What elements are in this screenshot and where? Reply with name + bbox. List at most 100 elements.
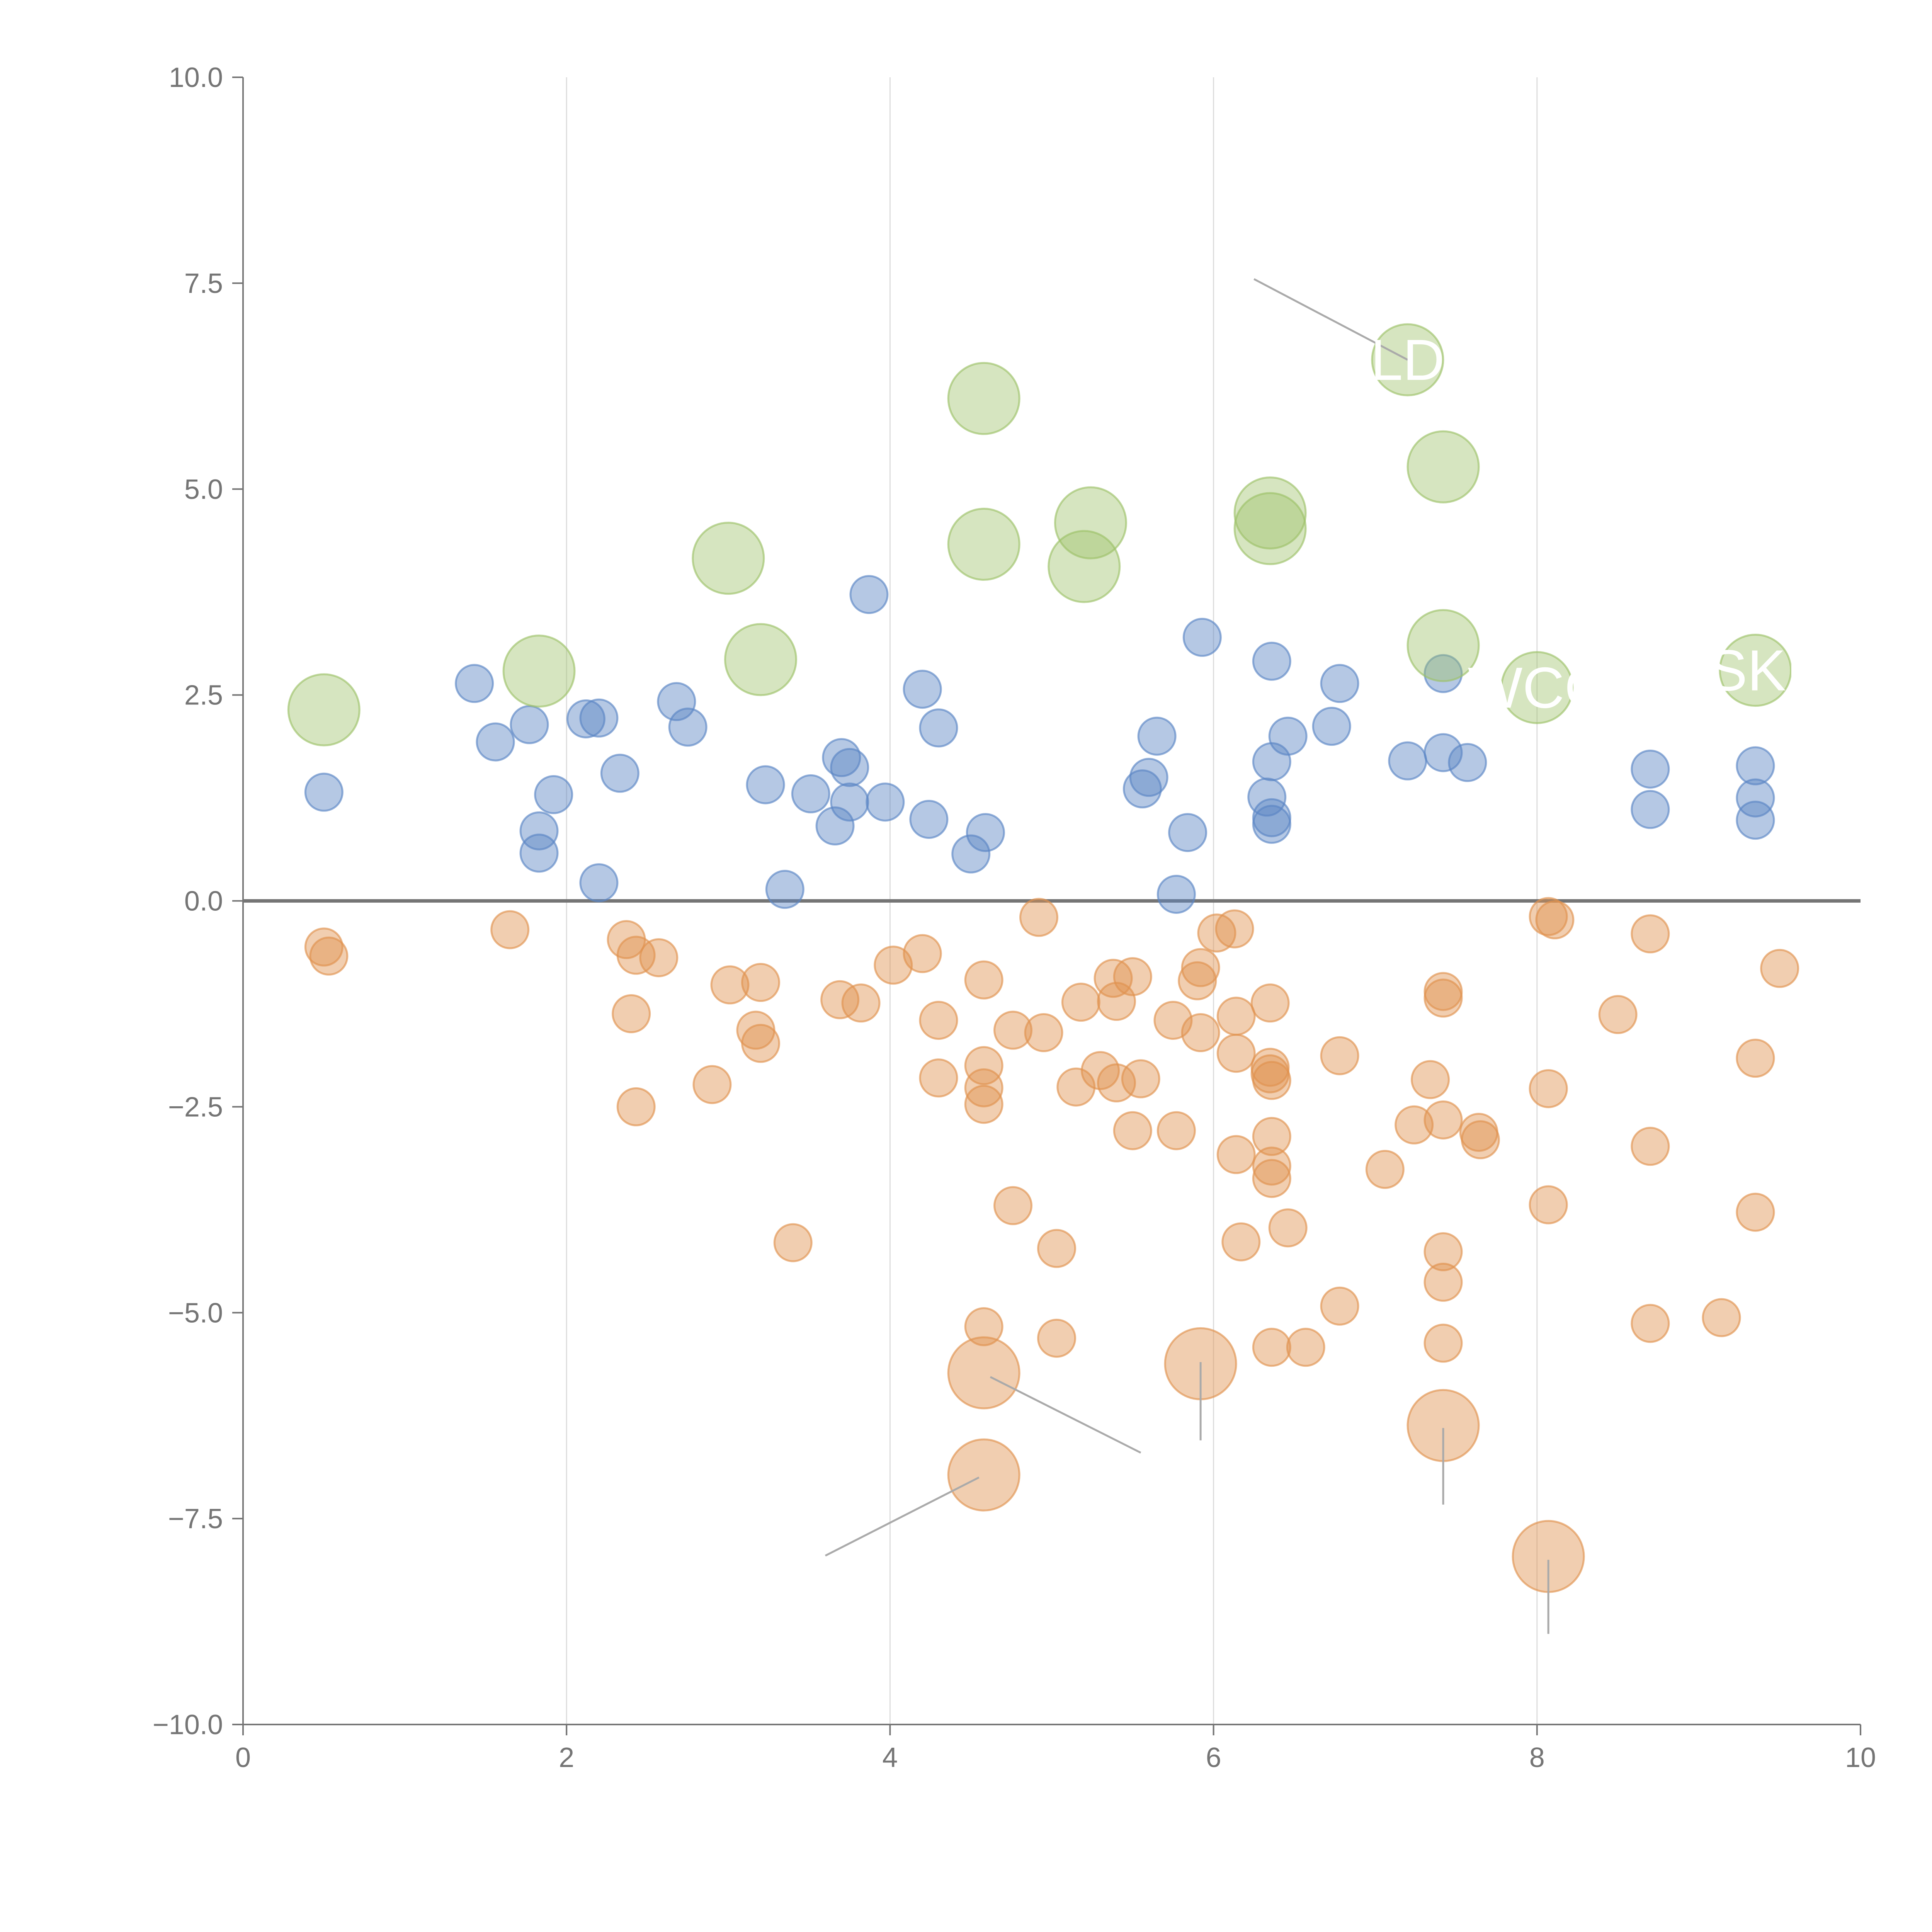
point-negative-7 (639, 938, 679, 978)
point-negative-56 (1252, 1146, 1291, 1186)
point-negative-1 (309, 936, 349, 976)
point-negative-15 (841, 983, 881, 1023)
point-negative-18 (919, 1001, 958, 1040)
x-tick-label: 2 (559, 1742, 574, 1773)
point-positive-15 (791, 774, 830, 813)
point-negative-13 (773, 1223, 813, 1262)
point-negative-2 (490, 910, 530, 949)
point-highlight-14 (1719, 634, 1792, 707)
point-positive-44 (1448, 743, 1487, 782)
point-positive-25 (951, 834, 991, 874)
point-negative-70 (1423, 1262, 1463, 1302)
point-positive-24 (919, 708, 958, 748)
point-negative-43 (1181, 948, 1220, 987)
point-positive-37 (1252, 804, 1291, 844)
point-positive-21 (866, 782, 905, 822)
point-negative-54 (1252, 1061, 1291, 1100)
point-negative-77 (1529, 1185, 1568, 1225)
point-positive-47 (1736, 746, 1775, 786)
point-negative-83 (1736, 1039, 1775, 1078)
point-negative-21 (964, 1046, 1003, 1085)
point-positive-11 (657, 682, 696, 721)
point-negative-55 (1252, 1117, 1291, 1156)
x-tick-label: 6 (1206, 1742, 1221, 1773)
point-negative-14 (820, 980, 860, 1019)
y-tick-label: 2.5 (184, 680, 223, 711)
point-negative-large-1 (947, 1438, 1020, 1512)
point-negative-46 (1215, 909, 1254, 949)
point-negative-68 (1423, 1100, 1463, 1139)
point-highlight-9 (1233, 492, 1307, 565)
point-positive-29 (1137, 716, 1177, 756)
point-negative-6 (616, 1087, 656, 1126)
point-positive-12 (668, 707, 707, 747)
point-positive-32 (1182, 617, 1222, 657)
point-positive-0 (304, 772, 344, 812)
point-negative-49 (1216, 1135, 1256, 1174)
point-highlight-13 (1500, 651, 1574, 724)
point-negative-24 (964, 1307, 1003, 1346)
point-positive-4 (519, 811, 559, 850)
point-positive-22 (903, 670, 942, 709)
point-highlight-1 (502, 634, 576, 708)
point-positive-43 (1423, 733, 1463, 772)
point-negative-84 (1736, 1192, 1775, 1232)
point-negative-31 (1056, 1067, 1096, 1107)
point-negative-41 (1156, 1111, 1196, 1150)
point-highlight-7 (1048, 530, 1121, 603)
x-tick-label: 10 (1845, 1742, 1876, 1773)
point-negative-81 (1631, 1304, 1670, 1343)
callout-label: WCC (1468, 655, 1606, 720)
point-negative-61 (1320, 1036, 1359, 1075)
x-tick-label: 4 (882, 1742, 898, 1773)
point-negative-51 (1250, 983, 1290, 1023)
point-negative-42 (1178, 961, 1217, 1000)
point-negative-74 (1529, 897, 1568, 936)
point-negative-29 (1037, 1229, 1077, 1268)
y-tick-label: −2.5 (168, 1092, 223, 1122)
point-positive-13 (746, 765, 785, 804)
point-negative-36 (1097, 1063, 1136, 1103)
point-highlight-3 (724, 623, 798, 696)
point-negative-71 (1423, 1323, 1463, 1363)
axes-layer: 0 2 4 6 8 10 10.0 7.5 5.0 2.5 0.0 −2.5 −5.0 −7.5 −10.0 (153, 62, 1876, 1773)
point-positive-28 (1129, 758, 1168, 797)
point-positive-3 (510, 705, 549, 744)
point-positive-42 (1423, 654, 1463, 693)
callout-label: SKI (1709, 638, 1802, 703)
point-negative-58 (1252, 1328, 1291, 1367)
point-highlight-4 (947, 362, 1020, 435)
point-negative-5 (612, 994, 651, 1034)
point-negative-27 (1019, 898, 1059, 937)
point-positive-16 (815, 806, 855, 846)
point-negative-19 (919, 1058, 958, 1098)
point-negative-25 (993, 1186, 1033, 1225)
point-negative-75 (1535, 900, 1575, 940)
point-positive-48 (1736, 778, 1775, 818)
point-positive-31 (1168, 813, 1208, 852)
point-highlight-0 (287, 673, 361, 747)
point-positive-49 (1736, 801, 1775, 840)
point-negative-59 (1268, 1208, 1308, 1248)
point-negative-9 (710, 965, 750, 1005)
y-tick-label: 5.0 (184, 474, 223, 505)
point-negative-37 (1113, 957, 1152, 997)
point-positive-20 (849, 575, 889, 614)
y-tick-label: 0.0 (184, 886, 223, 917)
point-highlight-2 (692, 522, 765, 595)
y-tick-label: −5.0 (168, 1298, 223, 1328)
point-positive-26 (966, 813, 1005, 852)
point-positive-41 (1388, 741, 1427, 781)
point-negative-76 (1529, 1069, 1568, 1108)
point-positive-9 (579, 863, 619, 903)
point-negative-16 (874, 946, 913, 985)
point-positive-1 (455, 664, 494, 703)
point-negative-80 (1631, 1127, 1670, 1166)
point-negative-78 (1598, 995, 1638, 1034)
point-negative-20 (964, 960, 1003, 1000)
x-tick-label: 0 (235, 1742, 251, 1773)
point-negative-65 (1411, 1060, 1450, 1099)
point-positive-45 (1631, 749, 1670, 789)
point-positive-38 (1268, 716, 1308, 756)
point-negative-38 (1113, 1111, 1152, 1150)
